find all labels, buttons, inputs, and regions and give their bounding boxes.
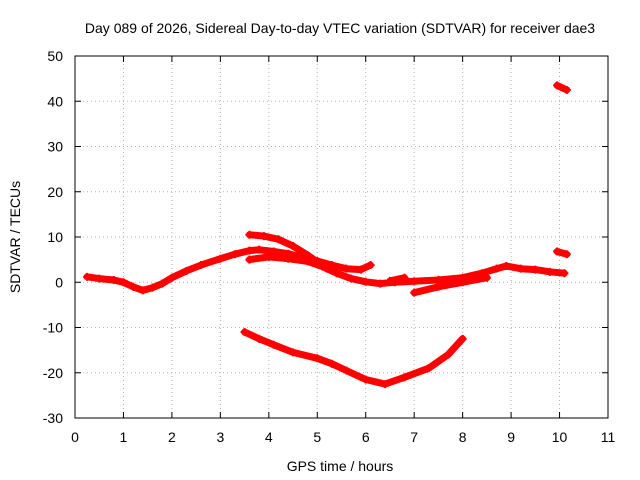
data-point xyxy=(167,273,176,282)
x-tick-label: 7 xyxy=(410,429,418,445)
data-point xyxy=(289,242,298,251)
data-point xyxy=(255,245,264,254)
y-tick-label: 10 xyxy=(47,229,63,245)
x-tick-label: 6 xyxy=(362,429,370,445)
data-point xyxy=(303,251,312,260)
axis-ticks: 0 1 2 3 4 5 6 7 8 9 10 11 -30 -20 -10 0 10 20 30 40 50 xyxy=(43,48,616,445)
data-point xyxy=(545,267,554,276)
plot-data xyxy=(83,81,571,389)
plot-frame xyxy=(74,55,609,419)
data-point xyxy=(284,254,293,263)
data-point xyxy=(274,235,283,244)
data-point xyxy=(400,273,409,282)
data-point xyxy=(562,250,571,259)
data-point xyxy=(434,282,443,291)
series-arc-4 xyxy=(241,328,467,388)
data-point xyxy=(129,282,138,291)
data-point xyxy=(322,264,331,273)
data-point xyxy=(230,250,239,259)
data-point xyxy=(148,283,157,292)
x-tick-label: 9 xyxy=(507,429,515,445)
y-tick-label: 50 xyxy=(47,48,63,64)
x-tick-label: 1 xyxy=(120,429,128,445)
data-point xyxy=(356,265,365,274)
y-tick-label: 0 xyxy=(55,274,63,290)
data-point xyxy=(327,359,336,368)
data-point xyxy=(109,275,118,284)
data-point xyxy=(313,354,322,363)
grid xyxy=(75,56,608,418)
data-point xyxy=(347,274,356,283)
data-point xyxy=(410,277,419,286)
x-tick-label: 4 xyxy=(265,429,273,445)
data-point xyxy=(560,269,569,278)
data-point xyxy=(516,264,525,273)
data-point xyxy=(361,277,370,286)
data-point xyxy=(332,269,341,278)
y-tick-label: 30 xyxy=(47,139,63,155)
data-point xyxy=(531,265,540,274)
data-point xyxy=(361,375,370,384)
x-axis-label: GPS time / hours xyxy=(287,458,394,474)
data-point xyxy=(245,246,254,255)
data-point xyxy=(138,286,147,295)
data-point xyxy=(240,328,249,337)
data-point xyxy=(342,366,351,375)
x-tick-label: 2 xyxy=(168,429,176,445)
data-point xyxy=(289,348,298,357)
data-point xyxy=(492,264,501,273)
y-tick-label: 20 xyxy=(47,184,63,200)
data-point xyxy=(458,334,467,343)
data-point xyxy=(482,273,491,282)
data-point xyxy=(259,232,268,241)
data-point xyxy=(562,85,571,94)
data-point xyxy=(313,257,322,266)
data-point xyxy=(502,261,511,270)
data-point xyxy=(245,255,254,264)
data-point xyxy=(95,274,104,283)
data-point xyxy=(269,340,278,349)
data-point xyxy=(381,380,390,389)
data-point xyxy=(376,279,385,288)
series-arc-6 xyxy=(410,274,491,297)
data-point xyxy=(245,230,254,239)
y-tick-label: -30 xyxy=(43,410,63,426)
data-point xyxy=(264,252,273,261)
data-point xyxy=(119,278,128,287)
data-point xyxy=(366,261,375,270)
y-tick-label: -20 xyxy=(43,365,63,381)
data-point xyxy=(553,247,562,256)
data-point xyxy=(424,364,433,373)
data-point xyxy=(158,279,167,288)
data-point xyxy=(444,350,453,359)
y-tick-label: 40 xyxy=(47,93,63,109)
data-point xyxy=(410,288,419,297)
data-point xyxy=(400,373,409,382)
data-point xyxy=(385,276,394,285)
data-point xyxy=(458,278,467,287)
y-axis-label: SDTVAR / TECUs xyxy=(7,181,23,293)
chart-title: Day 089 of 2026, Sidereal Day-to-day VTE… xyxy=(85,20,595,36)
x-tick-label: 0 xyxy=(71,429,79,445)
data-point xyxy=(342,264,351,273)
data-point xyxy=(255,334,264,343)
x-tick-label: 11 xyxy=(601,429,616,445)
x-tick-label: 5 xyxy=(313,429,321,445)
data-point xyxy=(434,275,443,284)
x-tick-label: 10 xyxy=(552,429,568,445)
data-point xyxy=(553,81,562,90)
y-tick-label: -10 xyxy=(43,320,63,336)
data-point xyxy=(216,254,225,263)
x-tick-label: 8 xyxy=(459,429,467,445)
data-point xyxy=(196,261,205,270)
x-tick-label: 3 xyxy=(216,429,224,445)
data-point xyxy=(83,272,92,281)
data-point xyxy=(182,266,191,275)
